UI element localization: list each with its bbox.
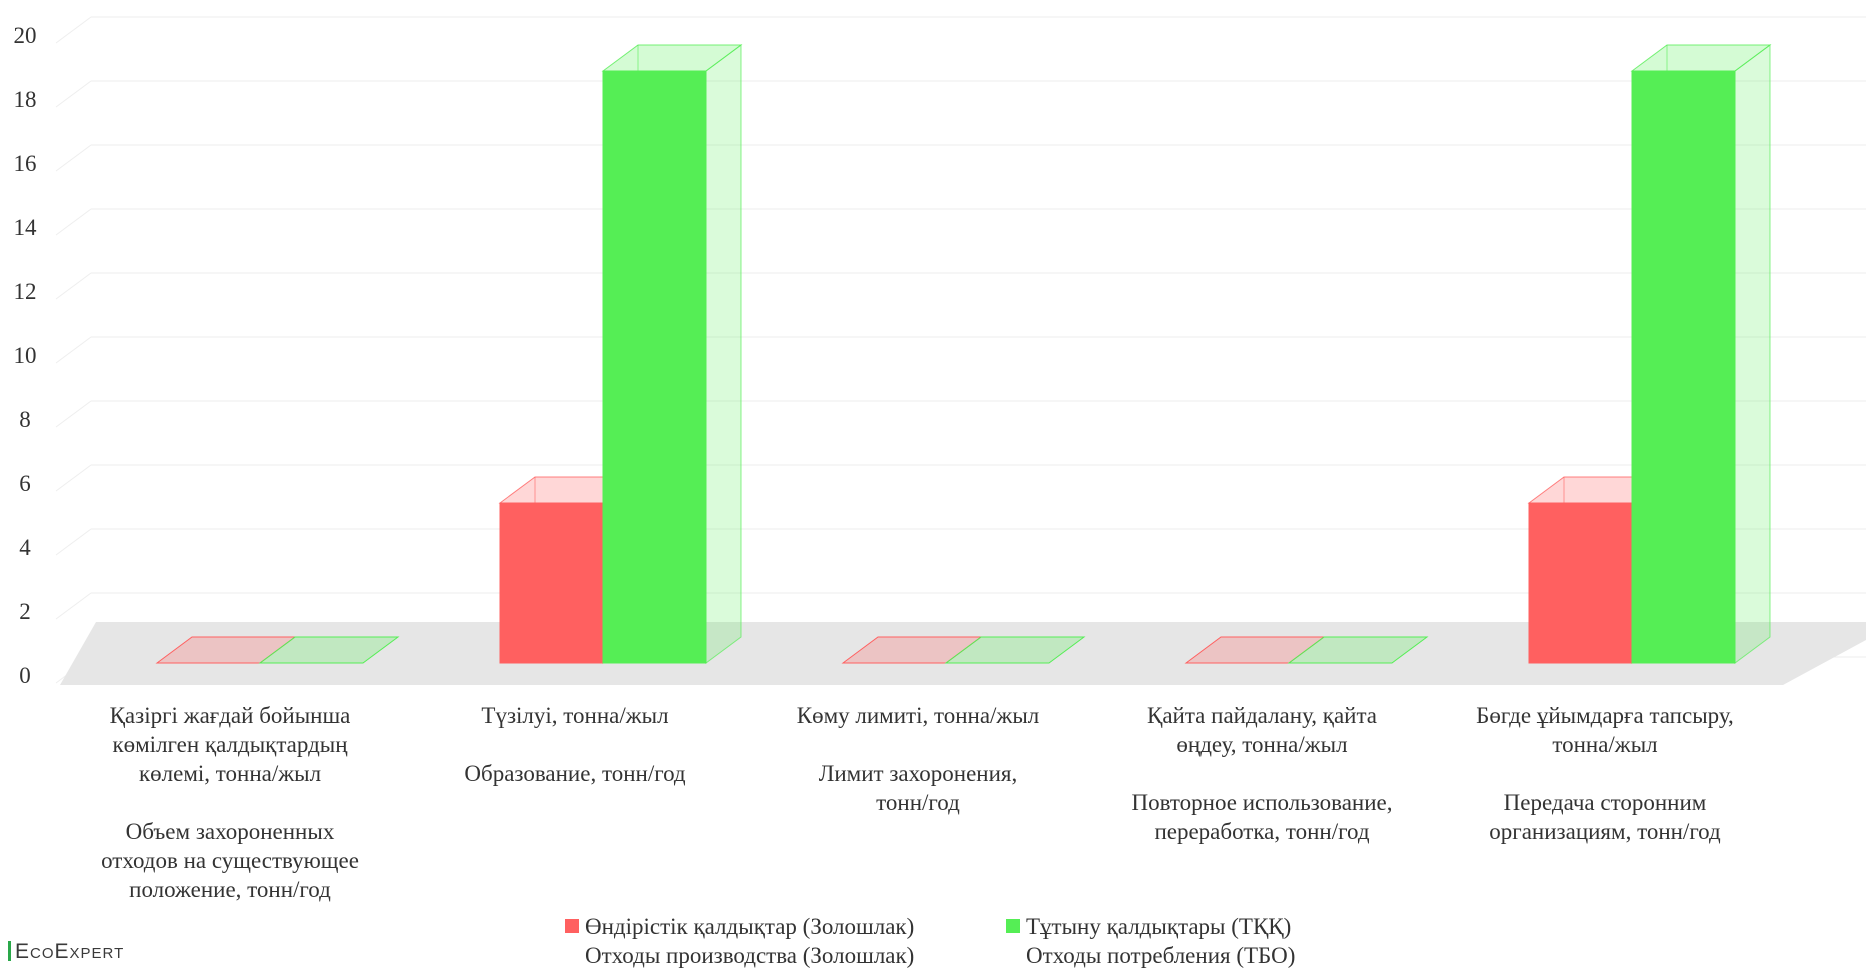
grid-lines [55,16,1866,684]
legend-label-series-1-ru: Отходы производства (Золошлак) [585,943,915,968]
grid-diagonal [55,464,92,492]
y-tick-label: 20 [14,23,37,48]
bar-front [499,502,604,664]
category-label-4: Бөгде ұйымдарға тапсыру, тонна/жыл Передач… [1455,701,1755,846]
bar-green-3[interactable] [1287,636,1429,664]
y-tick-label: 6 [19,471,31,496]
category-label-line [80,788,380,817]
bar-front [1528,502,1633,664]
grid-diagonal [55,272,92,300]
category-label-line: Қазіргі жағдай бойынша [109,703,351,728]
bar-green-2[interactable] [944,636,1086,664]
category-label-line: Түзілуі, тонна/жыл [481,703,669,728]
bar-side [1734,44,1771,664]
category-label-line: Лимит захоронения, [818,761,1018,786]
bar-flat [258,636,400,664]
bar-flat [944,636,1086,664]
category-label-line: Образование, тонн/год [464,761,686,786]
legend-item-series-1[interactable]: Өндірістік қалдықтар (Золошлак) Отходы п… [565,912,914,970]
watermark-text: EcoExpert [15,940,125,963]
category-label-line: өңдеу, тонна/жыл [1176,732,1348,757]
category-label-line: Көму лимиті, тонна/жыл [796,703,1040,728]
category-label-line: көмілген қалдықтардың [112,732,348,757]
y-tick-label: 10 [14,343,37,368]
bars [155,44,1772,664]
bar-flat [1287,636,1429,664]
category-label-line: переработка, тонн/год [1154,819,1370,844]
grid-diagonal [55,80,92,108]
legend-label-series-2-ru: Отходы потребления (ТБО) [1026,943,1296,968]
grid-diagonal [55,592,92,620]
category-label-0: Қазіргі жағдай бойынша көмілген қалдықтар… [80,701,380,904]
ecoexpert-watermark: EcoExpert [8,940,124,964]
grid-diagonal [55,336,92,364]
y-tick-label: 2 [19,599,31,624]
category-label-2: Көму лимиті, тонна/жыл Лимит захоронения,… [768,701,1068,817]
y-tick-label: 4 [19,535,31,560]
category-label-line [1455,759,1755,788]
bar-green-0[interactable] [258,636,400,664]
bar-green-4[interactable] [1630,44,1772,664]
y-tick-label: 18 [14,87,37,112]
legend-swatch-green [1006,919,1020,933]
category-label-line: организациям, тонн/год [1489,819,1721,844]
category-label-line: Қайта пайдалану, қайта [1146,703,1377,728]
y-tick-label: 16 [14,151,37,176]
category-label-line: көлемі, тонна/жыл [138,761,322,786]
category-label-line: Объем захороненных [125,819,335,844]
bar-front [602,70,707,664]
grid-diagonal [55,16,92,44]
legend-label-series-1-kz: Өндірістік қалдықтар (Золошлак) [585,914,915,939]
bar-front [1631,70,1736,664]
legend-label-series-2-kz: Тұтыну қалдықтары (ТҚҚ) [1026,914,1292,939]
category-label-line: тонн/год [876,790,960,815]
category-label-line [1112,759,1412,788]
bar-side [705,44,742,664]
y-tick-label: 0 [19,663,31,688]
category-label-line: Повторное использование, [1131,790,1393,815]
grid-diagonal [55,208,92,236]
grid-diagonal [55,400,92,428]
category-label-line [768,730,1068,759]
category-label-line: Бөгде ұйымдарға тапсыру, [1476,703,1734,728]
category-label-3: Қайта пайдалану, қайта өңдеу, тонна/жыл По… [1112,701,1412,846]
category-label-line: отходов на существующее [101,848,359,873]
bar-green-1[interactable] [601,44,743,664]
legend-swatch-red [565,919,579,933]
category-label-1: Түзілуі, тонна/жыл Образование, тонн/год [425,701,725,788]
category-label-line: положение, тонн/год [129,877,331,902]
grid-diagonal [55,528,92,556]
y-axis-ticks: 0 2 4 6 8 10 12 14 16 18 20 [14,23,38,688]
watermark-bar-icon [8,941,11,961]
grid-diagonal [55,144,92,172]
category-label-line: тонна/жыл [1552,732,1658,757]
y-tick-label: 8 [19,407,31,432]
y-tick-label: 14 [14,215,38,240]
y-tick-label: 12 [14,279,37,304]
category-label-line [425,730,725,759]
legend-item-series-2[interactable]: Тұтыну қалдықтары (ТҚҚ) Отходы потреблен… [1006,912,1295,970]
category-label-line: Передача сторонним [1503,790,1707,815]
